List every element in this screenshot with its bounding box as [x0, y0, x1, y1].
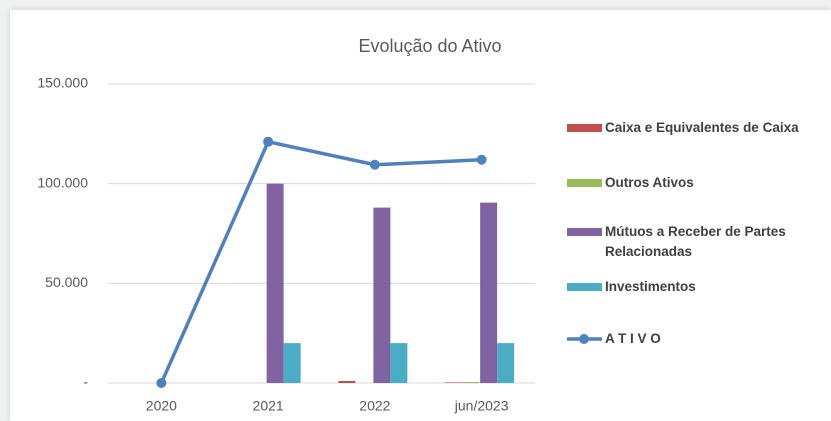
legend-label: Outros Ativos	[605, 175, 694, 190]
bar	[373, 207, 391, 383]
x-tick-label: 2022	[359, 398, 390, 414]
y-tick-label: -	[83, 374, 88, 390]
line-point	[476, 154, 487, 165]
bar	[283, 343, 301, 383]
bar	[266, 183, 284, 383]
line	[159, 139, 482, 384]
legend-swatch	[567, 228, 602, 236]
line-point	[369, 159, 380, 170]
legend-swatch	[567, 179, 602, 187]
x-tick-label: 2021	[253, 398, 284, 414]
line-point	[156, 378, 167, 388]
bar	[338, 381, 356, 383]
y-tick-label: 100.000	[37, 174, 88, 190]
bar	[390, 343, 408, 383]
line-point	[263, 136, 274, 147]
legend-swatch	[567, 283, 602, 291]
chart: Evolução do Ativo - 50.000 100.000 150.000 2…	[37, 36, 602, 414]
bar	[497, 343, 515, 383]
legend-swatch	[567, 124, 602, 132]
y-tick-label: 150.000	[37, 75, 88, 91]
x-tick-label: jun/2023	[454, 398, 509, 414]
legend-label: A T I V O	[605, 331, 661, 346]
x-tick-label: 2020	[146, 398, 177, 414]
bar	[462, 382, 480, 383]
bar	[445, 382, 463, 383]
chart-card: Evolução do Ativo - 50.000 100.000 150.000 2…	[10, 10, 831, 421]
bar	[480, 202, 498, 383]
y-tick-label: 50.000	[45, 274, 88, 290]
legend-label: Investimentos	[605, 279, 696, 294]
legend-label: Mútuos a Receber de Partes Relacionadas	[605, 224, 786, 259]
chart-title: Evolução do Ativo	[358, 36, 501, 56]
legend-label: Caixa e Equivalentes de Caixa	[605, 120, 799, 135]
legend-marker	[579, 334, 589, 344]
